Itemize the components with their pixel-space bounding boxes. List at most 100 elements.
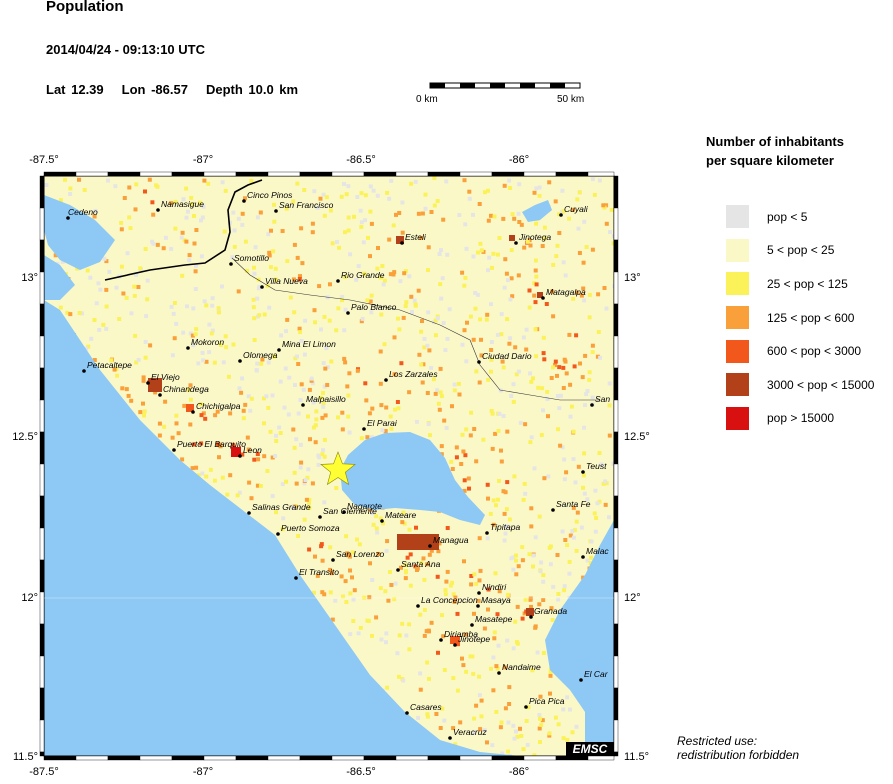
legend-item: pop > 15000: [706, 402, 893, 436]
city-marker: [416, 604, 420, 608]
city-marker: [156, 208, 160, 212]
city-label: Santa Fe: [556, 499, 591, 509]
city-label: Masatepe: [475, 614, 513, 624]
city-label: Ciudad Dario: [482, 351, 532, 361]
city-marker: [277, 348, 281, 352]
city-label: Cinco Pinos: [247, 190, 293, 200]
city-marker: [590, 403, 594, 407]
city-label: Nagarote: [347, 501, 382, 511]
legend-swatch: [726, 339, 749, 363]
city-marker: [172, 448, 176, 452]
city-label: Chinandega: [163, 384, 209, 394]
usage-note-line1: Restricted use:: [677, 734, 758, 748]
legend-label: 3000 < pop < 15000: [767, 377, 875, 392]
city-marker: [579, 678, 583, 682]
scale-bar: 0 km 50 km: [412, 78, 602, 108]
city-label: Esteli: [405, 232, 427, 242]
city-marker: [514, 241, 518, 245]
legend-swatch: [726, 306, 749, 330]
legend-swatch: [726, 406, 749, 430]
legend-title-line1: Number of inhabitants: [706, 134, 844, 149]
city-marker: [453, 643, 457, 647]
top-tick-label: -86°: [509, 154, 529, 166]
latitude: Lat 12.39: [46, 82, 104, 97]
city-label: Namasigue: [161, 199, 204, 209]
city-label: San Clemente: [323, 506, 377, 516]
lake-apanas: [522, 200, 552, 222]
city-marker: [541, 296, 545, 300]
legend-label: 600 < pop < 3000: [767, 344, 862, 359]
city-marker: [405, 711, 409, 715]
city-marker: [497, 671, 501, 675]
city-label: Malac: [586, 546, 609, 556]
city-label: Pica Pica: [529, 696, 565, 706]
city-marker: [380, 519, 384, 523]
city-marker: [581, 470, 585, 474]
city-label: San Lorenzo: [336, 549, 384, 559]
top-tick-label: -87°: [193, 154, 213, 166]
city-label: Olomega: [243, 350, 278, 360]
city-marker: [396, 568, 400, 572]
city-marker: [428, 544, 432, 548]
lake-nicaragua: [545, 520, 614, 756]
epicenter-star: [320, 451, 356, 486]
city-label: San Francisco: [279, 200, 334, 210]
city-marker: [191, 410, 195, 414]
city-marker: [470, 623, 474, 627]
city-label: Los Zarzales: [389, 369, 438, 379]
city-marker: [238, 454, 242, 458]
scale-right-label: 50 km: [557, 94, 585, 105]
city-label: Somotillo: [234, 253, 269, 263]
legend-title-line2: per square kilometer: [706, 153, 834, 168]
right-tick-label: 13°: [624, 272, 641, 284]
city-marker: [439, 638, 443, 642]
city-label: Leon: [243, 445, 262, 455]
city-label: Mateare: [385, 510, 416, 520]
left-tick-label: 11.5°: [13, 751, 38, 763]
city-label: Salinas Grande: [252, 502, 311, 512]
legend-swatch: [726, 205, 749, 229]
city-marker: [400, 241, 404, 245]
left-tick-label: 12°: [21, 592, 38, 604]
pacific-ocean: [44, 300, 520, 756]
legend-label: pop > 15000: [767, 411, 835, 426]
city-marker: [477, 360, 481, 364]
city-marker: [448, 736, 452, 740]
city-label: Santa Ana: [401, 559, 441, 569]
city-label: El Parai: [367, 418, 398, 428]
city-marker: [158, 393, 162, 397]
city-label: Teust: [586, 461, 607, 471]
city-marker: [384, 378, 388, 382]
top-tick-label: -87.5°: [29, 154, 58, 166]
city-marker: [186, 346, 190, 350]
bottom-tick-label: -86°: [509, 766, 529, 778]
longitude: Lon -86.57: [121, 82, 188, 97]
city-marker: [476, 604, 480, 608]
city-label: Chichigalpa: [196, 401, 241, 411]
city-marker: [346, 311, 350, 315]
bottom-tick-label: -86.5°: [346, 766, 375, 778]
city-label: Nandaime: [502, 662, 541, 672]
city-label: Puerto El Barquito: [177, 439, 246, 449]
city-marker: [524, 705, 528, 709]
city-label: Tipitapa: [490, 522, 520, 532]
city-label: Cuyali: [564, 204, 589, 214]
legend-item: 5 < pop < 25: [706, 234, 893, 268]
city-label: Malpaisillo: [306, 394, 346, 404]
left-tick-label: 13°: [21, 272, 38, 284]
legend-label: pop < 5: [767, 209, 808, 224]
city-label: Veracruz: [453, 727, 487, 737]
city-marker: [336, 279, 340, 283]
population-map: Cedeno Namasigue Cinco Pinos San Francisco C…: [0, 150, 660, 779]
city-marker: [581, 555, 585, 559]
scale-bar-graphic: [429, 82, 581, 89]
city-label: Masaya: [481, 595, 511, 605]
city-marker: [301, 403, 305, 407]
legend-label: 125 < pop < 600: [767, 310, 855, 325]
city-marker: [82, 369, 86, 373]
city-marker: [294, 576, 298, 580]
bottom-tick-label: -87.5°: [29, 766, 58, 778]
city-label: Villa Nueva: [265, 276, 308, 286]
legend-item: 25 < pop < 125: [706, 267, 893, 301]
